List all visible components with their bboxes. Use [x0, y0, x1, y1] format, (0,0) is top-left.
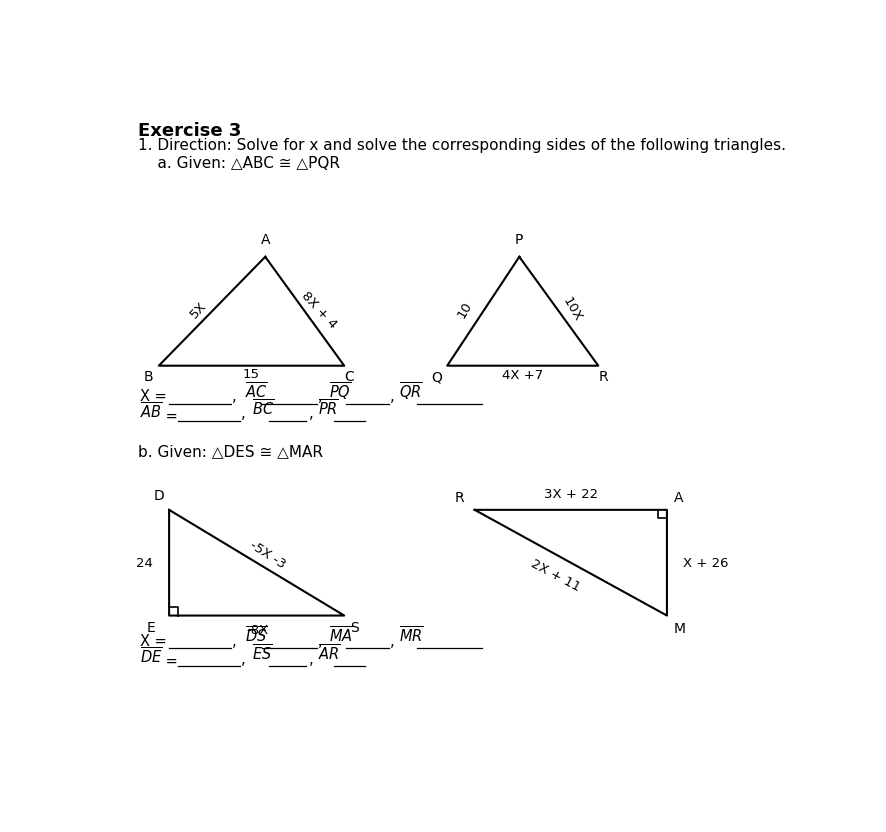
Text: $\overline{AR}$: $\overline{AR}$ [318, 644, 341, 664]
Text: ,: , [318, 389, 327, 404]
Text: A: A [673, 491, 683, 505]
Text: $\overline{PQ}$: $\overline{PQ}$ [329, 380, 352, 403]
Text: 15: 15 [243, 368, 260, 380]
Text: B: B [144, 370, 153, 384]
Text: ,: , [390, 634, 400, 649]
Text: M: M [673, 622, 686, 636]
Text: S: S [350, 621, 359, 635]
Text: ,: , [232, 389, 242, 404]
Text: ,: , [308, 651, 318, 666]
Text: $\overline{MA}$: $\overline{MA}$ [329, 626, 354, 646]
Text: $\overline{PR}$: $\overline{PR}$ [318, 399, 339, 418]
Text: ,: , [390, 389, 400, 404]
Text: 10X: 10X [560, 295, 584, 324]
Text: ,: , [241, 406, 251, 421]
Text: $\overline{BC}$: $\overline{BC}$ [252, 399, 274, 418]
Text: D: D [153, 489, 164, 503]
Text: -5X -3: -5X -3 [247, 538, 288, 571]
Text: $\overline{DS}$: $\overline{DS}$ [245, 626, 268, 646]
Text: $\overline{ES}$: $\overline{ES}$ [252, 644, 272, 664]
Text: 5X: 5X [188, 299, 209, 321]
Text: R: R [455, 491, 464, 505]
Text: $\overline{DE}$: $\overline{DE}$ [140, 646, 163, 666]
Text: a. Given: △ABC ≅ △PQR: a. Given: △ABC ≅ △PQR [138, 156, 340, 171]
Text: Exercise 3: Exercise 3 [138, 122, 242, 141]
Text: $\overline{MR}$: $\overline{MR}$ [399, 626, 424, 646]
Text: 8X + 4: 8X + 4 [299, 289, 339, 331]
Text: X =: X = [140, 634, 172, 649]
Text: 3X + 22: 3X + 22 [544, 488, 598, 501]
Text: C: C [344, 370, 354, 384]
Text: X =: X = [140, 389, 172, 404]
Text: 10: 10 [455, 300, 475, 320]
Text: 2X + 11: 2X + 11 [529, 557, 583, 594]
Text: 1. Direction: Solve for x and solve the corresponding sides of the following tri: 1. Direction: Solve for x and solve the … [138, 138, 786, 153]
Text: b. Given: △DES ≅ △MAR: b. Given: △DES ≅ △MAR [138, 444, 323, 459]
Text: ,: , [318, 634, 327, 649]
Text: $\overline{AC}$: $\overline{AC}$ [245, 381, 268, 401]
Text: -8X: -8X [246, 624, 268, 636]
Text: R: R [599, 370, 609, 384]
Text: ,: , [232, 634, 242, 649]
Text: Q: Q [431, 370, 442, 384]
Text: 24: 24 [136, 557, 153, 570]
Text: 4X +7: 4X +7 [502, 369, 543, 382]
Text: P: P [515, 233, 524, 247]
Text: $\overline{QR}$: $\overline{QR}$ [399, 380, 423, 403]
Text: $\overline{AB}$: $\overline{AB}$ [140, 401, 163, 421]
Text: =: = [161, 409, 183, 423]
Text: X + 26: X + 26 [683, 557, 728, 570]
Text: E: E [146, 621, 155, 635]
Text: ,: , [308, 406, 318, 421]
Text: A: A [260, 233, 270, 247]
Text: =: = [161, 654, 183, 669]
Text: ,: , [241, 651, 251, 666]
